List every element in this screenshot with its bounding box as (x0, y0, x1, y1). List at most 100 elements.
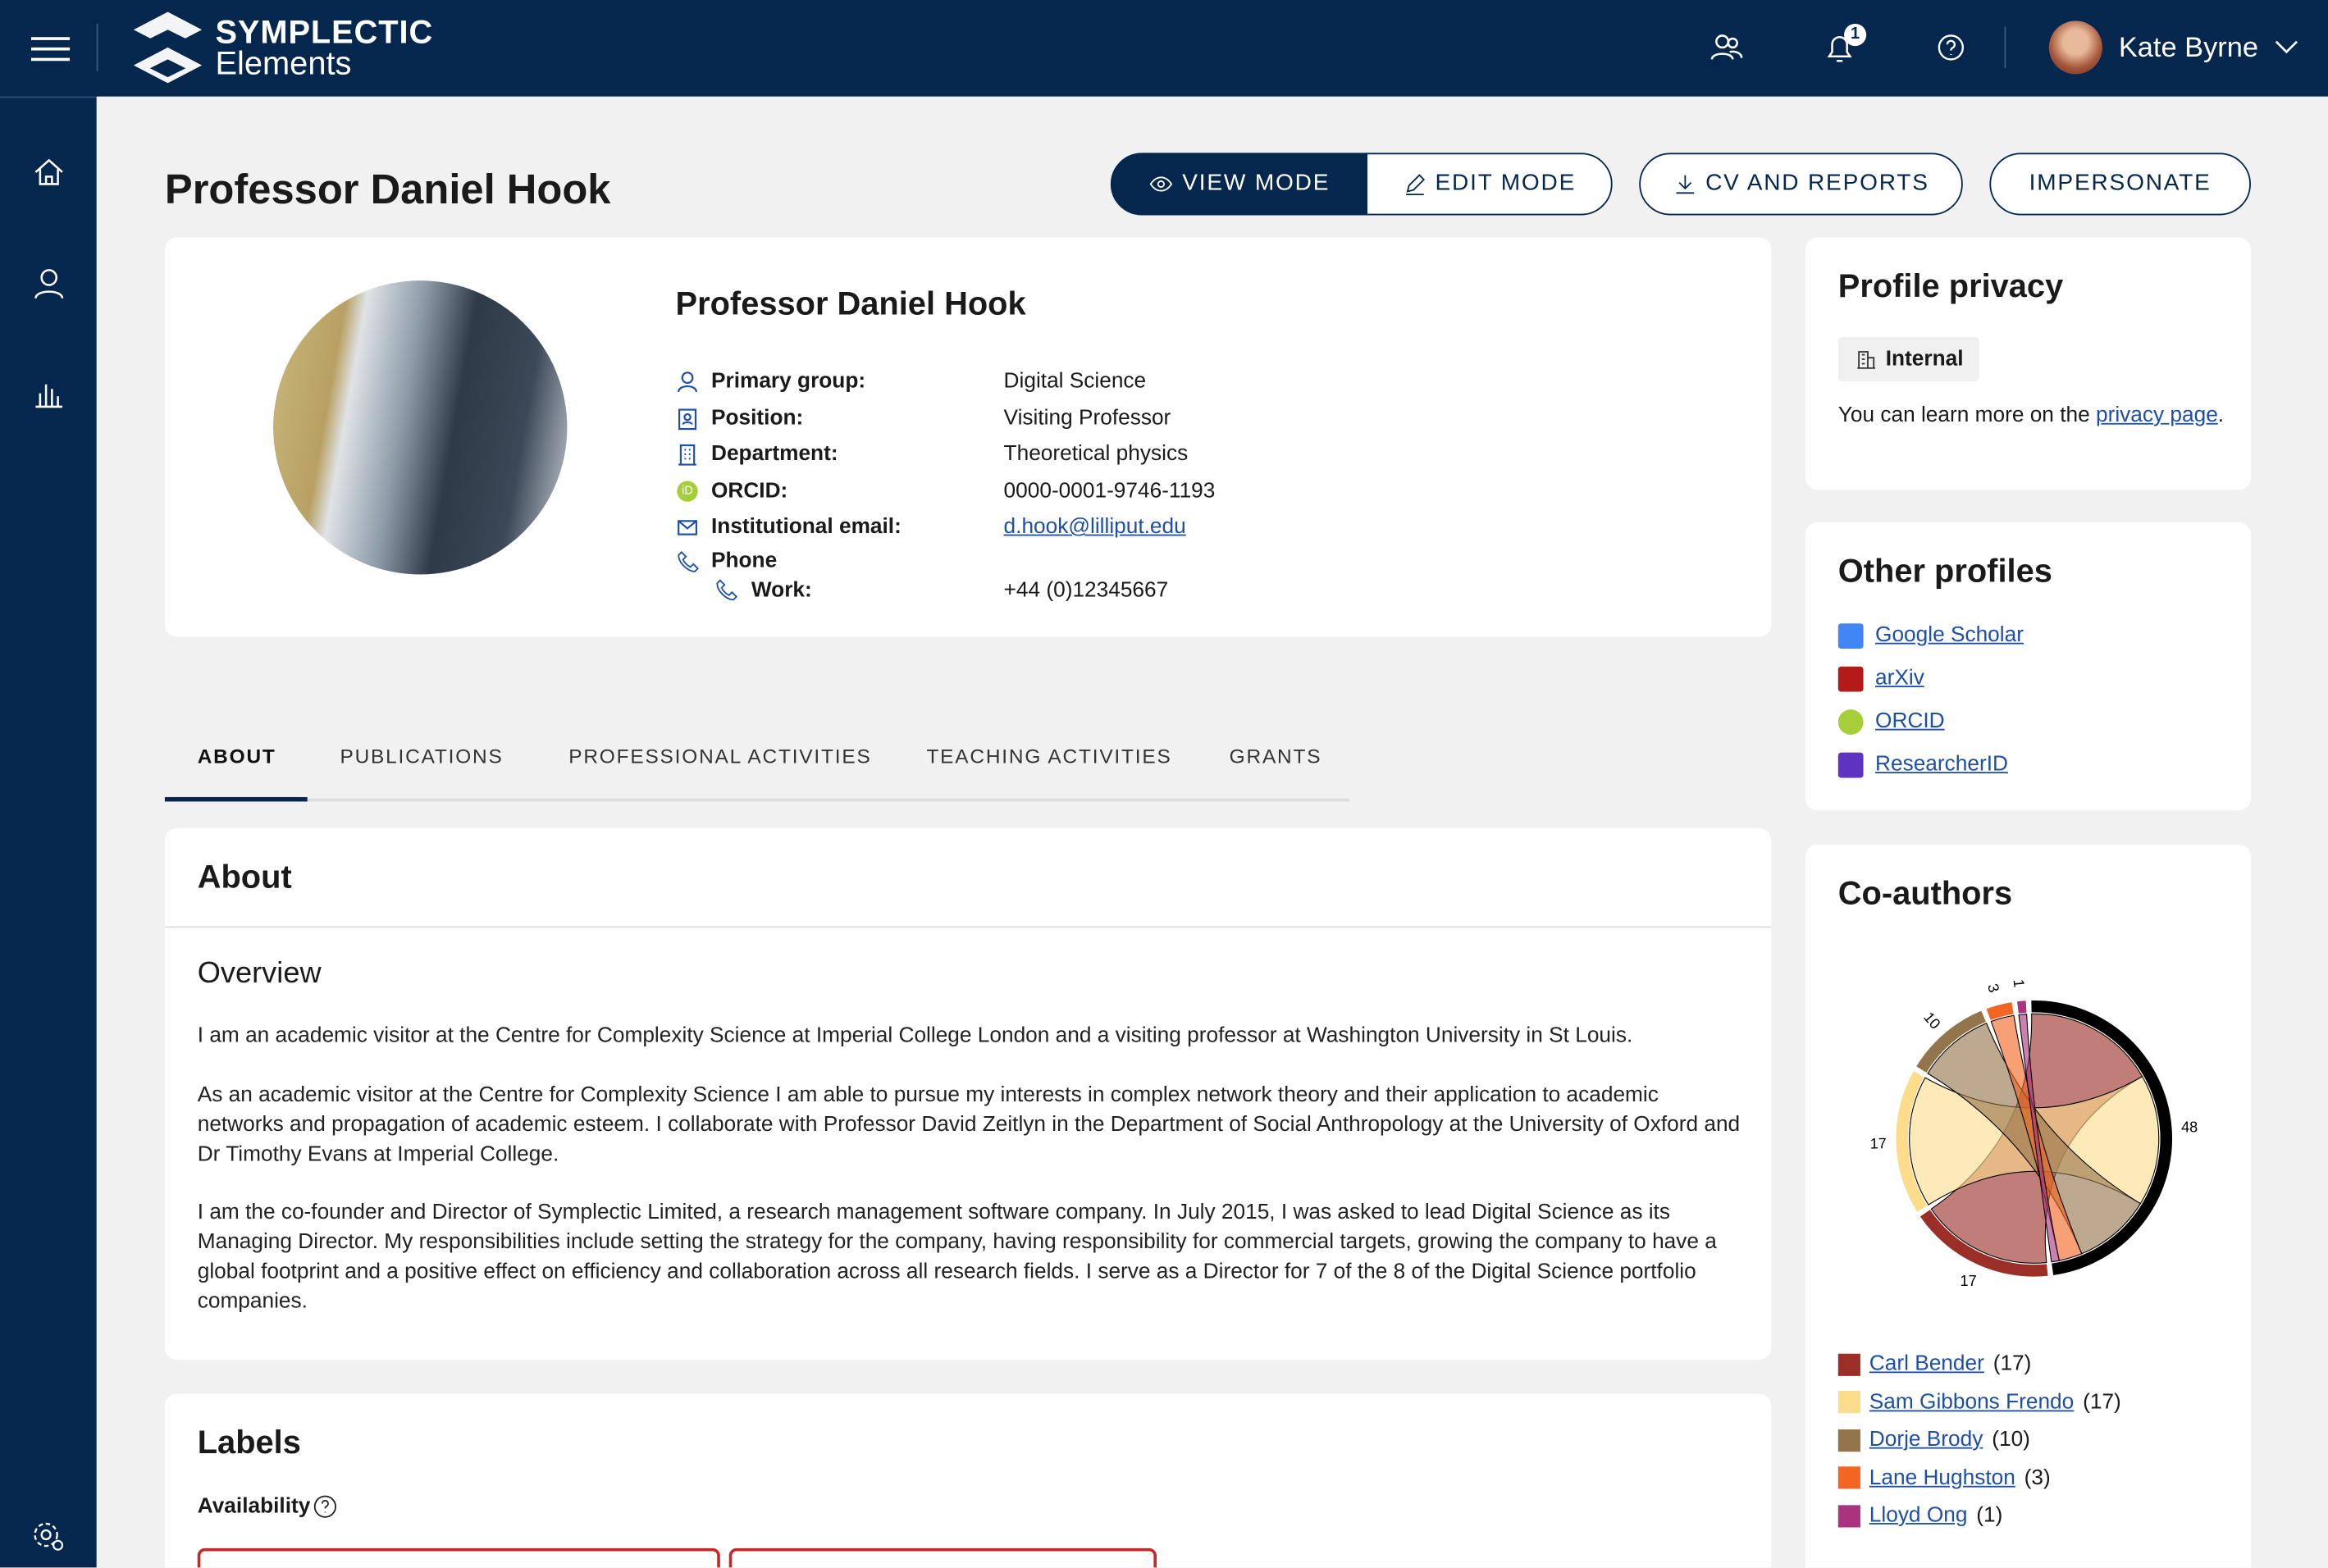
field-label: ORCID: (710, 478, 788, 503)
labels-title: Labels (197, 1423, 301, 1461)
user-name[interactable]: Kate Byrne (2118, 32, 2259, 64)
field-value: Visiting Professor (1003, 406, 1171, 430)
chord-tick-label: 3 (1984, 982, 2002, 994)
profile-link[interactable]: ORCID (1875, 709, 1945, 734)
legend-swatch (1837, 1466, 1860, 1489)
tab-publications[interactable]: PUBLICATIONS (340, 745, 504, 768)
person-icon[interactable] (33, 267, 66, 300)
impersonate-label: IMPERSONATE (2029, 171, 2212, 196)
building-icon (678, 444, 696, 466)
chevron-down-icon[interactable] (2275, 40, 2298, 55)
tab-professional-activities[interactable]: PROFESSIONAL ACTIVITIES (568, 745, 872, 768)
edit-mode-label: EDIT MODE (1435, 171, 1577, 196)
menu-icon[interactable] (30, 35, 71, 62)
badge-icon (678, 408, 697, 430)
cv-reports-label: CV AND REPORTS (1705, 171, 1929, 196)
tab-grants[interactable]: GRANTS (1229, 745, 1322, 768)
tabs-divider (164, 798, 1350, 802)
impersonate-button[interactable]: IMPERSONATE (1989, 153, 2251, 216)
edit-mode-button[interactable]: EDIT MODE (1366, 153, 1613, 216)
coauthors-title: Co-authors (1837, 874, 2013, 912)
coauthor-link[interactable]: Carl Bender (1869, 1351, 1984, 1376)
settings-icon[interactable] (31, 1520, 66, 1552)
chord-tick-label: 48 (2181, 1119, 2198, 1135)
page-title: Professor Daniel Hook (164, 166, 611, 212)
cv-reports-button[interactable]: CV AND REPORTS (1639, 153, 1963, 216)
coauthor-legend-item: Lane Hughston (3) (1837, 1465, 2051, 1490)
symplectic-logo-icon[interactable] (130, 9, 205, 86)
profile-link[interactable]: Google Scholar (1875, 623, 2024, 648)
privacy-text: You can learn more on the privacy page. (1838, 401, 2225, 431)
coauthor-legend-item: Sam Gibbons Frendo (17) (1837, 1390, 2121, 1415)
privacy-badge: Internal (1837, 336, 1979, 382)
chord-group-arc[interactable] (1986, 1002, 2014, 1020)
email-link[interactable]: d.hook@lilliput.edu (1003, 515, 1186, 540)
privacy-page-link[interactable]: privacy page (2095, 403, 2218, 428)
view-mode-button[interactable]: VIEW MODE (1110, 153, 1369, 216)
help-icon[interactable] (1936, 33, 1965, 62)
arxiv-icon (1837, 666, 1864, 692)
bar-chart-icon[interactable] (33, 380, 66, 409)
view-mode-label: VIEW MODE (1182, 171, 1331, 196)
tab-teaching-activities[interactable]: TEACHING ACTIVITIES (926, 745, 1172, 768)
label-chip[interactable] (197, 1547, 720, 1568)
about-paragraph: As an academic visitor at the Centre for… (197, 1083, 1741, 1167)
coauthor-legend-item: Carl Bender (17) (1837, 1351, 2031, 1376)
coauthor-legend-item: Lloyd Ong (1) (1837, 1503, 2002, 1528)
legend-swatch (1837, 1352, 1860, 1375)
overview-heading: Overview (197, 957, 322, 991)
legend-swatch (1837, 1429, 1860, 1452)
other-profiles-card (1805, 522, 2251, 811)
tab-about[interactable]: ABOUT (197, 745, 276, 768)
building-icon (1857, 351, 1876, 369)
home-icon[interactable] (33, 157, 66, 187)
researcherid-icon (1837, 752, 1864, 778)
profile-name: Professor Daniel Hook (675, 285, 1026, 322)
people-icon[interactable] (1710, 33, 1743, 62)
labels-card (164, 1393, 1772, 1568)
profile-link[interactable]: arXiv (1875, 666, 1924, 691)
label-chip[interactable] (728, 1547, 1157, 1568)
chord-tick-label: 17 (1869, 1135, 1887, 1152)
divider (2004, 26, 2006, 69)
bell-icon[interactable] (1824, 33, 1856, 66)
mail-icon (678, 520, 697, 536)
orcid-icon (1837, 709, 1864, 735)
coauthor-count: (3) (2024, 1465, 2051, 1490)
chord-group-arc[interactable] (2017, 1001, 2027, 1014)
availability-label: Availability (197, 1494, 311, 1519)
privacy-title: Profile privacy (1837, 267, 2064, 305)
chord-tick-label: 10 (1920, 1009, 1943, 1032)
field-label: Primary group: (710, 369, 866, 394)
privacy-badge-label: Internal (1885, 347, 1964, 371)
chord-tick-label: 17 (1961, 1273, 1977, 1289)
phone-icon (678, 551, 699, 572)
profile-link[interactable]: ResearcherID (1875, 752, 2008, 777)
coauthor-legend-item: Dorje Brody (10) (1837, 1428, 2030, 1452)
privacy-text-before: You can learn more on the (1837, 403, 2096, 428)
about-card (164, 827, 1772, 1360)
coauthor-count: (17) (2083, 1390, 2121, 1415)
person-icon (678, 371, 697, 393)
brand-subname: Elements (215, 44, 352, 82)
chord-group-arc[interactable] (1916, 1010, 1986, 1073)
coauthor-link[interactable]: Lloyd Ong (1869, 1503, 1968, 1528)
work-phone-label: Work: (751, 578, 812, 603)
field-value: 0000-0001-9746-1193 (1003, 478, 1216, 503)
chord-ribbon (2018, 1013, 2060, 1263)
coauthor-link[interactable]: Dorje Brody (1869, 1428, 1983, 1452)
chord-group-arc[interactable] (1896, 1071, 1928, 1212)
help-icon[interactable] (313, 1495, 337, 1519)
avatar[interactable] (2048, 21, 2102, 75)
privacy-text-after: . (2217, 403, 2225, 428)
phone-label: Phone (710, 549, 778, 573)
coauthor-link[interactable]: Lane Hughston (1869, 1465, 2015, 1490)
coauthor-chord-chart: 48 17 17 10 3 1 (1869, 978, 2198, 1289)
work-phone-value: +44 (0)12345667 (1003, 578, 1169, 603)
chord-group-arc[interactable] (1919, 1210, 2048, 1277)
chord-tick-label: 1 (2011, 978, 2028, 988)
field-label: Position: (710, 406, 804, 430)
coauthor-link[interactable]: Sam Gibbons Frendo (1869, 1390, 2075, 1415)
legend-swatch (1837, 1390, 1860, 1414)
sidebar (0, 96, 97, 1568)
